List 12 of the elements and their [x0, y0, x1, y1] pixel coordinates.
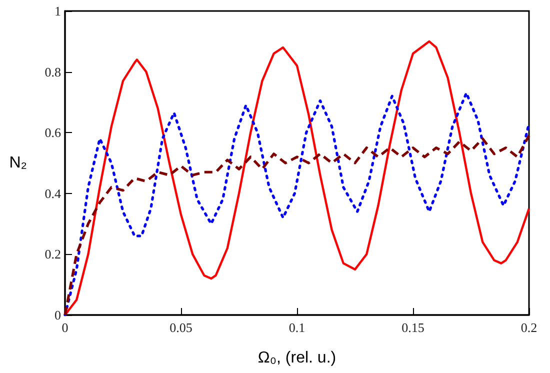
y-tick-label: 1 — [54, 4, 61, 18]
y-tick-label: 0.8 — [44, 64, 61, 80]
x-tick-label: 0.1 — [288, 320, 306, 335]
y-axis-title: N₂ — [9, 154, 27, 172]
x-axis-title: Ω₀, (rel. u.) — [258, 350, 336, 366]
x-tick-label: 0.15 — [402, 320, 424, 335]
y-tick-label: 0 — [54, 308, 61, 322]
y-tick-label: 0.2 — [44, 246, 61, 262]
y-tick-label: 0.6 — [44, 125, 62, 140]
x-tick-label: 0.2 — [520, 320, 538, 335]
x-tick-label: 0.05 — [170, 320, 192, 335]
y-tick-label: 0.4 — [44, 186, 62, 201]
